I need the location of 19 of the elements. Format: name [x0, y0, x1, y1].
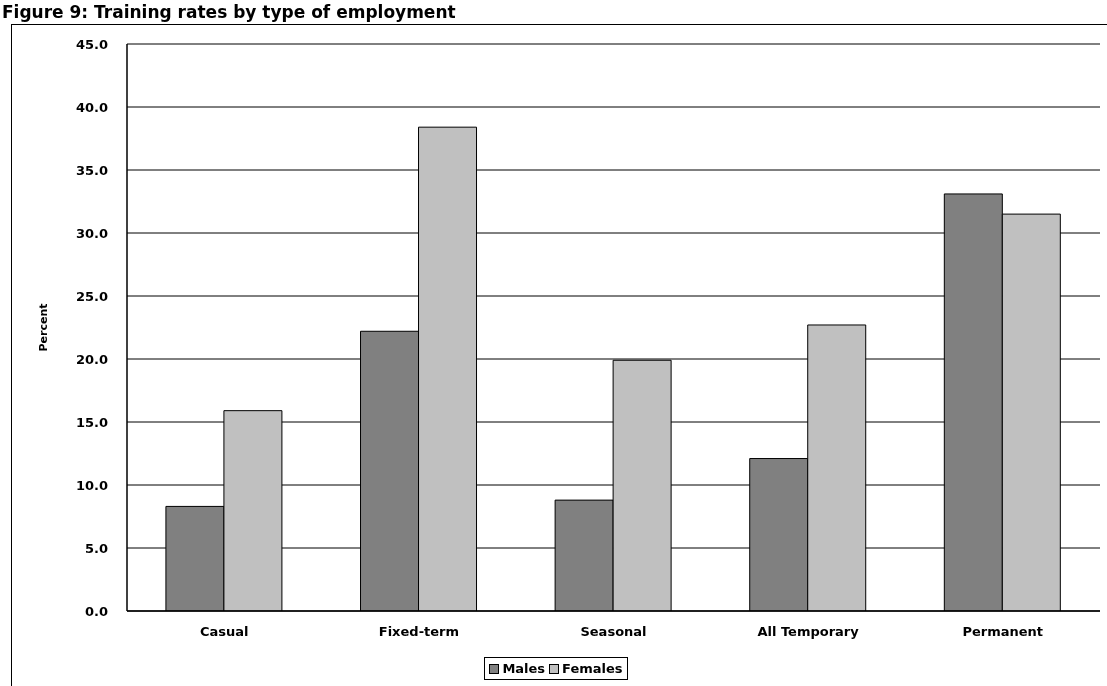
y-tick-label: 35.0	[75, 162, 108, 178]
legend-label: Males	[502, 661, 546, 676]
y-tick-label: 10.0	[75, 477, 108, 493]
x-tick-label: Permanent	[962, 624, 1044, 640]
x-tick-label: Casual	[200, 624, 249, 640]
y-tick-label: 45.0	[75, 36, 108, 52]
chart-title: Figure 9: Training rates by type of employment	[2, 2, 456, 22]
y-tick-label: 25.0	[75, 288, 108, 304]
y-tick-label: 20.0	[75, 351, 108, 367]
x-tick-label: Fixed-term	[378, 624, 460, 640]
y-axis-title: Percent	[36, 303, 50, 352]
x-tick-label: Seasonal	[580, 624, 647, 640]
y-tick-label: 40.0	[75, 99, 108, 115]
y-tick-label: 15.0	[75, 414, 108, 430]
y-tick-label: 30.0	[75, 225, 108, 241]
x-tick-label: All Temporary	[757, 624, 860, 640]
y-tick-label: 0.0	[84, 603, 108, 619]
y-tick-label: 5.0	[84, 540, 108, 556]
legend-label: Females	[562, 661, 623, 676]
